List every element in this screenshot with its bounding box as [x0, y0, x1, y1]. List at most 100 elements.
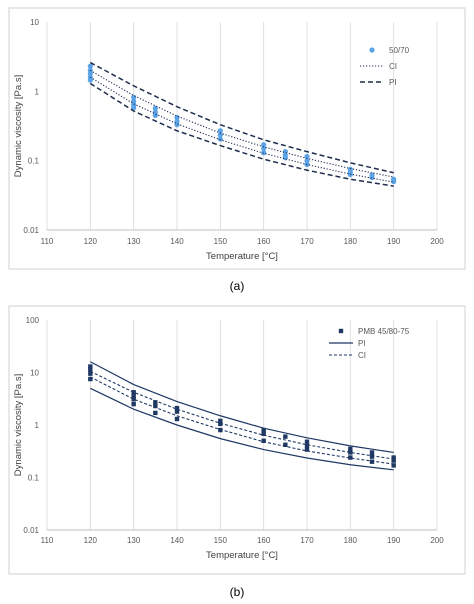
chart-a-series-50-70-legend-label: 50/70: [389, 46, 410, 55]
chart-b-series-pmb-45-80-75-point: [348, 446, 353, 452]
chart-b-y-tick-label: 10: [30, 369, 39, 378]
chart-b-series-pmb-45-80-75-point: [88, 367, 93, 372]
chart-b-series-pmb-45-80-75-point: [153, 403, 158, 409]
chart-a-x-tick-label: 170: [300, 237, 314, 246]
chart-a-x-tick-label: 130: [127, 237, 141, 246]
chart-b-series-pmb-45-80-75-legend-swatch: [338, 328, 344, 334]
chart-a-series-pi-legend-label: PI: [389, 78, 397, 87]
chart-a-series-50-70-point: [87, 77, 93, 83]
chart-b-series-pmb-45-80-75-point: [391, 458, 396, 463]
chart-b: 110 120 130 140 150 160 170 180 190 2000.010.1110…: [13, 316, 444, 561]
chart-b-series-pmb-45-80-75-point: [348, 455, 353, 460]
chart-a-series-50-70-point: [174, 122, 180, 128]
chart-b-series-pi-curve-upper: [90, 361, 394, 454]
chart-a-series-50-70-point: [304, 153, 310, 160]
chart-b-series-ci-curve-upper: [90, 370, 394, 460]
chart-b-y-tick-label: 1: [35, 421, 40, 430]
chart-b-series-pmb-45-80-75-point: [261, 438, 266, 444]
chart-a-x-tick-label: 180: [344, 237, 358, 246]
chart-b-x-tick-label: 140: [170, 536, 184, 545]
chart-a-x-tick-label: 110: [41, 237, 54, 246]
chart-a-x-tick-label: 120: [84, 237, 98, 246]
chart-b-series-pmb-45-80-75-point: [131, 393, 136, 398]
chart-b-series-pmb-45-80-75-point: [174, 405, 180, 411]
chart-b-series-pi-curve-lower: [90, 387, 394, 471]
panel-label-a: (a): [230, 279, 245, 293]
chart-b-series-pmb-45-80-75-point: [369, 459, 375, 464]
chart-b-x-tick-label: 200: [430, 536, 444, 545]
chart-b-series-pmb-45-80-75-point: [153, 400, 158, 405]
chart-a-series-50-70-point: [282, 155, 288, 161]
chart-b-x-tick-label: 150: [214, 536, 228, 545]
chart-b-frame: [8, 305, 466, 575]
chart-b-series-pmb-45-80-75-point: [261, 431, 266, 436]
chart-b-x-tick-label: 160: [257, 536, 271, 545]
chart-a-series-50-70-point: [391, 178, 397, 185]
chart-a-series-ci-legend-label: CI: [389, 62, 397, 71]
chart-a-y-axis-label: Dynamic viscosity [Pa.s]: [13, 75, 24, 177]
chart-b-series-ci-legend-label: CI: [358, 351, 366, 360]
chart-a-series-50-70-point: [217, 136, 223, 142]
chart-b-series-pmb-45-80-75-point: [283, 442, 288, 447]
chart-b-x-tick-label: 120: [84, 536, 98, 545]
chart-a-x-axis-label: Temperature [°C]: [206, 251, 278, 262]
chart-a-series-50-70-point: [217, 128, 223, 134]
chart-b-x-tick-label: 170: [300, 536, 314, 545]
chart-b-series-pmb-45-80-75-point: [369, 450, 375, 455]
chart-b-y-tick-label: 0.1: [28, 474, 40, 483]
chart-b-series-pmb-45-80-75-point: [283, 434, 288, 439]
panel-label-b: (b): [230, 585, 245, 599]
chart-a-series-50-70-point: [87, 63, 93, 69]
chart-b-series-pmb-45-80-75-point: [391, 455, 396, 460]
chart-b-series-pmb-45-80-75-point: [174, 416, 180, 422]
chart-b-series-pi-legend-label: PI: [358, 339, 366, 348]
chart-b-y-tick-label: 100: [26, 316, 40, 325]
chart-a-y-tick-label: 0.1: [28, 157, 40, 166]
chart-a-series-pi-curve-upper: [89, 61, 394, 174]
chart-a: 110 120 130 140 150 160 170 180 190 2000.010.1110…: [13, 18, 444, 262]
chart-a-series-ci-curve-upper: [90, 69, 394, 178]
chart-b-series-pmb-45-80-75-point: [218, 421, 223, 427]
chart-b-series-pmb-45-80-75-point: [348, 450, 353, 455]
chart-b-series-ci-curve-lower: [90, 376, 394, 465]
chart-b-series-pmb-45-80-75-point: [304, 439, 310, 444]
chart-a-series-50-70-legend-swatch: [369, 47, 375, 53]
chart-a-series-50-70-point: [217, 132, 223, 138]
chart-a-x-tick-label: 190: [387, 237, 401, 246]
chart-b-series-pmb-45-80-75-point: [88, 371, 93, 376]
chart-b-x-tick-label: 130: [127, 536, 141, 545]
chart-b-series-pmb-45-80-75-point: [261, 427, 266, 433]
chart-b-series-pmb-45-80-75-point: [131, 390, 136, 395]
chart-b-series-pmb-45-80-75-point: [131, 401, 136, 407]
chart-a-series-50-70-point: [131, 105, 137, 111]
chart-a-y-tick-label: 1: [35, 87, 40, 96]
chart-a-y-tick-label: 0.01: [23, 226, 39, 235]
chart-b-series-pmb-45-80-75-point: [304, 443, 310, 449]
chart-b-x-tick-label: 110: [41, 536, 54, 545]
chart-a-series-pi-curve-lower: [89, 82, 394, 187]
chart-b-y-axis-label: Dynamic viscosity [Pa.s]: [13, 374, 24, 476]
chart-a-x-tick-label: 140: [170, 237, 184, 246]
chart-a-y-tick-label: 10: [30, 18, 39, 27]
chart-a-series-50-70-point: [304, 158, 310, 164]
chart-b-series-pmb-45-80-75-point: [153, 410, 158, 416]
chart-b-series-pmb-45-80-75-point: [88, 376, 93, 382]
chart-b-x-tick-label: 180: [344, 536, 358, 545]
chart-a-x-tick-label: 150: [214, 237, 228, 246]
chart-b-x-tick-label: 190: [387, 536, 401, 545]
chart-b-series-pmb-45-80-75-point: [369, 454, 375, 459]
chart-b-series-pmb-45-80-75-legend-label: PMB 45/80-75: [358, 327, 410, 336]
chart-a-x-tick-label: 160: [257, 237, 271, 246]
chart-b-series-pmb-45-80-75-point: [391, 463, 396, 468]
chart-b-series-pmb-45-80-75-point: [174, 409, 180, 414]
chart-a-series-50-70-point: [261, 142, 267, 148]
chart-b-series-pmb-45-80-75-point: [218, 418, 223, 424]
chart-a-series-50-70-point: [369, 174, 375, 181]
chart-a-x-tick-label: 200: [430, 237, 444, 246]
chart-a-series-50-70-point: [261, 145, 267, 152]
chart-b-x-axis-label: Temperature [°C]: [206, 550, 278, 561]
chart-b-series-pmb-45-80-75-point: [131, 397, 136, 402]
chart-b-series-pmb-45-80-75-point: [88, 364, 93, 369]
chart-b-y-tick-label: 0.01: [23, 526, 39, 535]
